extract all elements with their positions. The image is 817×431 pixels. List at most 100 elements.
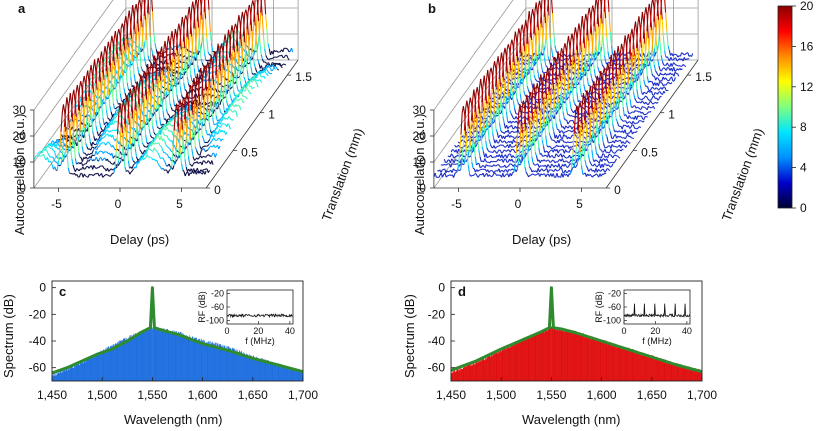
trace-segment bbox=[245, 85, 248, 89]
trace-segment bbox=[103, 135, 106, 138]
trace-segment bbox=[39, 150, 42, 153]
trace-segment bbox=[639, 59, 642, 61]
trace-segment bbox=[162, 132, 166, 136]
trace-segment bbox=[596, 83, 599, 86]
trace-segment bbox=[56, 156, 59, 159]
trace-segment bbox=[254, 68, 258, 72]
trace-segment bbox=[206, 149, 208, 152]
trace-segment bbox=[547, 56, 550, 61]
trace-segment bbox=[540, 63, 543, 71]
trace-segment bbox=[657, 78, 660, 82]
trace-segment bbox=[201, 160, 204, 165]
trace-segment bbox=[638, 42, 641, 61]
trace-segment bbox=[211, 152, 214, 157]
trace-segment bbox=[679, 65, 682, 67]
trace-segment bbox=[145, 135, 148, 143]
trace-segment bbox=[107, 174, 110, 177]
trace-segment bbox=[171, 84, 174, 100]
trace-segment bbox=[257, 58, 260, 64]
trace-segment bbox=[176, 150, 179, 153]
trace-segment bbox=[133, 74, 136, 83]
trace-segment bbox=[90, 64, 93, 76]
trace-segment bbox=[105, 109, 109, 119]
trace-segment bbox=[167, 129, 170, 132]
trace-segment bbox=[179, 121, 182, 142]
trace-segment bbox=[78, 152, 81, 158]
trace-segment bbox=[171, 30, 174, 42]
trace-segment bbox=[83, 163, 86, 166]
trace-segment bbox=[251, 77, 253, 79]
trace-segment bbox=[187, 39, 191, 62]
trace-segment bbox=[270, 62, 273, 66]
trace-segment bbox=[87, 70, 90, 81]
trace-segment bbox=[266, 57, 269, 60]
trace-segment bbox=[232, 90, 236, 96]
trace-segment bbox=[179, 73, 182, 81]
trace-segment bbox=[109, 49, 112, 72]
trace-segment bbox=[104, 99, 107, 110]
trace-segment bbox=[607, 51, 610, 59]
trace-segment bbox=[151, 136, 154, 139]
trace-segment bbox=[572, 66, 575, 69]
trace-segment bbox=[152, 126, 155, 133]
trace-segment bbox=[252, 21, 255, 41]
trace-segment bbox=[229, 108, 232, 111]
trace-segment bbox=[251, 72, 254, 75]
trace-segment bbox=[204, 150, 207, 152]
trace-segment bbox=[533, 75, 536, 80]
trace-segment bbox=[172, 72, 175, 74]
trace-segment bbox=[100, 173, 104, 178]
trace-segment bbox=[94, 59, 97, 71]
trace-segment bbox=[117, 149, 120, 152]
trace-segment bbox=[81, 146, 84, 154]
trace-segment bbox=[220, 55, 223, 59]
trace-segment bbox=[249, 85, 252, 88]
trace-segment bbox=[178, 77, 181, 88]
trace-segment bbox=[95, 125, 98, 132]
trace-segment bbox=[275, 63, 278, 65]
trace-segment bbox=[684, 52, 687, 55]
trace-segment bbox=[95, 146, 97, 148]
trace-segment bbox=[168, 163, 171, 167]
trace-segment bbox=[505, 88, 508, 92]
trace-segment bbox=[658, 65, 661, 71]
trace-segment bbox=[545, 65, 548, 67]
trace-segment bbox=[60, 144, 64, 149]
trace-segment bbox=[239, 98, 241, 100]
trace-segment bbox=[98, 143, 102, 147]
trace-segment bbox=[235, 74, 238, 86]
trace-segment bbox=[526, 53, 529, 58]
trace-segment bbox=[192, 161, 196, 165]
trace-segment bbox=[182, 110, 185, 114]
trace-segment bbox=[575, 72, 578, 75]
trace-segment bbox=[201, 135, 205, 140]
trace-segment bbox=[171, 131, 174, 136]
trace-segment bbox=[152, 137, 155, 139]
trace-segment bbox=[649, 80, 652, 83]
trace-segment bbox=[197, 162, 200, 165]
trace-segment bbox=[566, 55, 569, 58]
trace-segment bbox=[564, 53, 567, 57]
trace-segment bbox=[95, 139, 99, 145]
trace-segment bbox=[76, 174, 79, 178]
trace-segment bbox=[96, 143, 99, 147]
trace-segment bbox=[240, 92, 244, 97]
trace-segment bbox=[157, 76, 160, 93]
trace-segment bbox=[521, 24, 525, 34]
trace-segment bbox=[150, 48, 154, 55]
trace-segment bbox=[208, 122, 211, 131]
trace-segment bbox=[166, 145, 169, 149]
trace-segment bbox=[166, 154, 170, 158]
trace-segment bbox=[192, 97, 195, 99]
trace-segment bbox=[622, 82, 625, 85]
trace-segment bbox=[62, 104, 66, 113]
trace-segment bbox=[534, 78, 538, 82]
trace-segment bbox=[143, 57, 147, 65]
trace-segment bbox=[216, 132, 219, 135]
trace-segment bbox=[168, 69, 172, 72]
trace-segment bbox=[143, 144, 146, 148]
trace-segment bbox=[110, 168, 113, 171]
trace-segment bbox=[666, 62, 669, 66]
trace-segment bbox=[144, 157, 147, 160]
trace-segment bbox=[103, 57, 107, 61]
